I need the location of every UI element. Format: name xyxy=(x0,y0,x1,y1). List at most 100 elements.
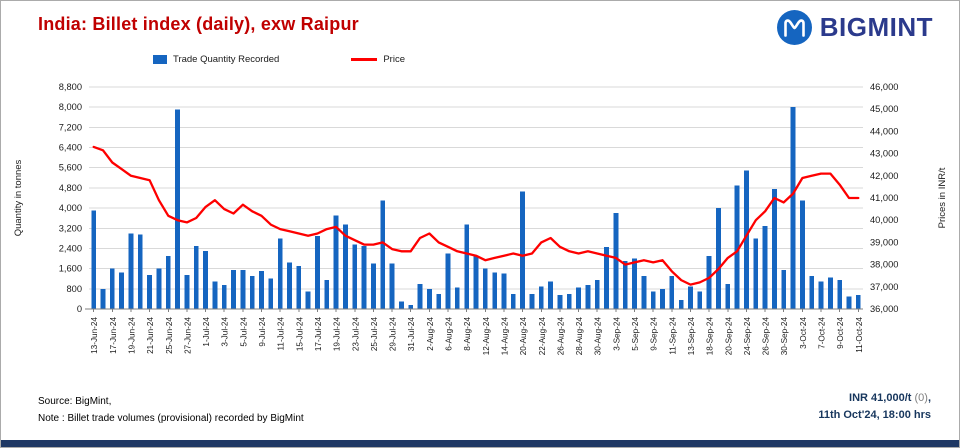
bar xyxy=(734,185,740,309)
x-axis-label: 20-Aug-24 xyxy=(519,317,528,356)
x-axis-label: 13-Sep-24 xyxy=(687,317,696,356)
left-tick-label: 3,200 xyxy=(59,223,82,233)
bar xyxy=(417,283,423,309)
source-note: Source: BigMint, Note : Billet trade vol… xyxy=(38,393,304,427)
bar xyxy=(100,288,106,309)
bar xyxy=(622,261,628,309)
x-axis-label: 24-Sep-24 xyxy=(743,317,752,356)
bar xyxy=(296,266,302,309)
legend: Trade Quantity Recorded Price xyxy=(153,54,405,65)
x-axis-label: 23-Jul-24 xyxy=(351,317,360,352)
right-tick-label: 41,000 xyxy=(870,193,898,203)
right-tick-label: 39,000 xyxy=(870,237,898,247)
left-tick-label: 4,800 xyxy=(59,183,82,193)
right-tick-label: 38,000 xyxy=(870,260,898,270)
left-tick-label: 6,400 xyxy=(59,143,82,153)
bar xyxy=(109,268,115,309)
bar xyxy=(529,293,535,309)
bar xyxy=(436,293,442,309)
bar xyxy=(604,247,609,309)
left-tick-label: 4,000 xyxy=(59,203,82,213)
bar xyxy=(203,251,208,309)
legend-item-quantity: Trade Quantity Recorded xyxy=(153,54,279,65)
bar xyxy=(520,191,525,309)
bar xyxy=(371,263,376,309)
x-axis-labels: 13-Jun-24 17-Jun-24 19-Jun-24 21-Jun-24 25-J… xyxy=(90,317,864,356)
x-axis-label: 3-Jul-24 xyxy=(221,317,230,347)
x-axis-label: 26-Aug-24 xyxy=(556,317,565,356)
bar xyxy=(156,268,162,309)
bar xyxy=(725,283,731,309)
bar xyxy=(231,269,236,309)
bar xyxy=(165,256,171,309)
bar xyxy=(650,291,656,309)
bar xyxy=(464,224,470,309)
bar xyxy=(613,213,619,309)
bar xyxy=(594,280,600,309)
bar xyxy=(147,274,152,309)
right-tick-label: 37,000 xyxy=(870,282,898,292)
bar xyxy=(585,285,591,309)
bar xyxy=(557,295,563,309)
bar xyxy=(781,269,787,309)
bar xyxy=(669,276,675,309)
x-axis-label: 25-Jun-24 xyxy=(165,317,174,354)
bar xyxy=(800,200,805,309)
quantity-bars xyxy=(91,107,861,310)
right-tick-label: 46,000 xyxy=(870,82,898,92)
bar xyxy=(697,291,703,309)
bar xyxy=(566,293,572,309)
x-axis-label: 19-Jul-24 xyxy=(333,317,342,352)
left-tick-label: 1,600 xyxy=(59,264,82,274)
x-axis-label: 26-Sep-24 xyxy=(762,317,771,356)
left-axis-title: Quantity in tonnes xyxy=(13,159,24,236)
x-axis-label: 25-Jul-24 xyxy=(370,317,379,352)
right-tick-label: 43,000 xyxy=(870,149,898,159)
x-axis-label: 17-Jul-24 xyxy=(314,317,323,352)
bigmint-logo: BIGMINT xyxy=(776,9,933,46)
bar xyxy=(249,276,255,309)
bar xyxy=(492,272,498,309)
source-line: Source: BigMint, xyxy=(38,396,112,407)
bar xyxy=(473,256,479,309)
left-tick-label: 8,800 xyxy=(59,82,82,92)
x-axis-label: 17-Jun-24 xyxy=(109,317,118,354)
bar xyxy=(287,262,292,309)
bar xyxy=(324,280,330,309)
bar xyxy=(744,170,749,310)
bar xyxy=(482,268,488,309)
left-axis-ticks: 0 800 1,600 2,400 3,200 4,000 4,800 5,600 6,400 7… xyxy=(59,82,82,314)
bar xyxy=(427,288,432,309)
x-axis-label: 22-Aug-24 xyxy=(538,317,547,356)
bar xyxy=(632,258,637,309)
left-tick-label: 0 xyxy=(77,304,82,314)
bar xyxy=(268,278,274,309)
x-axis-label: 1-Jul-24 xyxy=(202,317,211,347)
left-tick-label: 8,000 xyxy=(59,102,82,112)
x-axis-label: 20-Sep-24 xyxy=(724,317,733,356)
left-tick-label: 7,200 xyxy=(59,122,82,132)
latest-price-footer: INR 41,000/t (0), 11th Oct'24, 18:00 hrs xyxy=(818,390,931,424)
bar xyxy=(333,215,339,309)
x-axis-label: 27-Jun-24 xyxy=(183,317,192,354)
bar xyxy=(221,285,227,309)
bar xyxy=(193,245,199,309)
left-tick-label: 2,400 xyxy=(59,243,82,253)
x-axis-label: 11-Sep-24 xyxy=(668,317,677,355)
x-axis-label: 5-Jul-24 xyxy=(239,317,248,347)
x-axis-tickmarks xyxy=(93,309,859,312)
x-axis-label: 11-Oct-24 xyxy=(855,317,864,353)
bigmint-logo-icon xyxy=(776,10,812,45)
x-axis-label: 9-Jul-24 xyxy=(258,317,267,347)
bar xyxy=(548,281,553,310)
legend-quantity-label: Trade Quantity Recorded xyxy=(173,54,280,65)
bar xyxy=(678,300,684,309)
price-suffix: , xyxy=(927,392,931,404)
bar xyxy=(641,276,647,309)
x-axis-label: 2-Aug-24 xyxy=(426,317,435,351)
bar xyxy=(389,263,395,309)
bar xyxy=(361,245,367,309)
bar xyxy=(408,305,414,309)
bar xyxy=(790,107,796,309)
bar xyxy=(259,271,264,309)
